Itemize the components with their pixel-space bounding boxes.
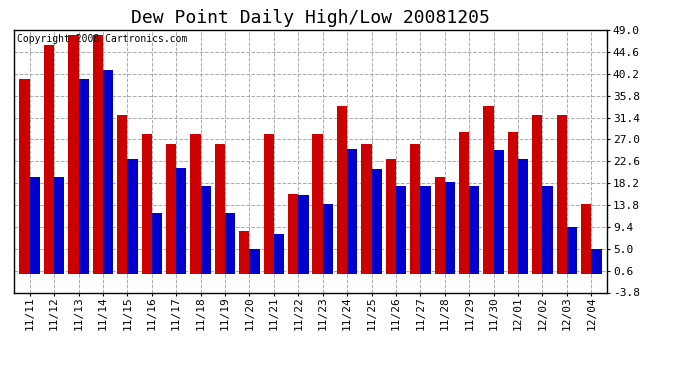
Bar: [532, 114, 542, 274]
Bar: [239, 231, 250, 274]
Bar: [128, 159, 137, 274]
Bar: [30, 177, 40, 274]
Bar: [152, 213, 162, 274]
Bar: [518, 159, 529, 274]
Bar: [92, 35, 103, 274]
Bar: [274, 234, 284, 274]
Bar: [484, 106, 493, 274]
Bar: [347, 149, 357, 274]
Bar: [298, 195, 308, 274]
Bar: [362, 144, 371, 274]
Bar: [215, 144, 225, 274]
Bar: [79, 79, 89, 274]
Bar: [591, 249, 602, 274]
Bar: [508, 132, 518, 274]
Bar: [313, 134, 323, 274]
Bar: [117, 114, 128, 274]
Bar: [250, 249, 259, 274]
Bar: [68, 35, 79, 274]
Title: Dew Point Daily High/Low 20081205: Dew Point Daily High/Low 20081205: [131, 9, 490, 27]
Bar: [288, 194, 298, 274]
Bar: [567, 227, 577, 274]
Bar: [420, 186, 431, 274]
Bar: [19, 79, 30, 274]
Bar: [542, 186, 553, 274]
Bar: [337, 106, 347, 274]
Bar: [225, 213, 235, 274]
Bar: [54, 177, 64, 274]
Bar: [323, 204, 333, 274]
Bar: [44, 45, 54, 274]
Bar: [435, 177, 445, 274]
Bar: [201, 186, 211, 274]
Bar: [581, 204, 591, 274]
Bar: [264, 134, 274, 274]
Bar: [410, 144, 420, 274]
Bar: [166, 144, 176, 274]
Bar: [396, 186, 406, 274]
Bar: [141, 134, 152, 274]
Bar: [190, 134, 201, 274]
Bar: [445, 182, 455, 274]
Bar: [469, 186, 480, 274]
Text: Copyright 2008 Cartronics.com: Copyright 2008 Cartronics.com: [17, 34, 187, 44]
Bar: [371, 169, 382, 274]
Bar: [557, 114, 567, 274]
Bar: [459, 132, 469, 274]
Bar: [103, 70, 113, 274]
Bar: [176, 168, 186, 274]
Bar: [493, 150, 504, 274]
Bar: [386, 159, 396, 274]
